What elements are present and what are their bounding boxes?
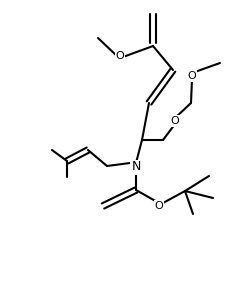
Text: O: O [171,116,179,126]
Text: N: N [131,160,141,173]
Text: O: O [155,201,163,211]
Text: O: O [188,71,196,81]
Text: O: O [116,51,124,61]
